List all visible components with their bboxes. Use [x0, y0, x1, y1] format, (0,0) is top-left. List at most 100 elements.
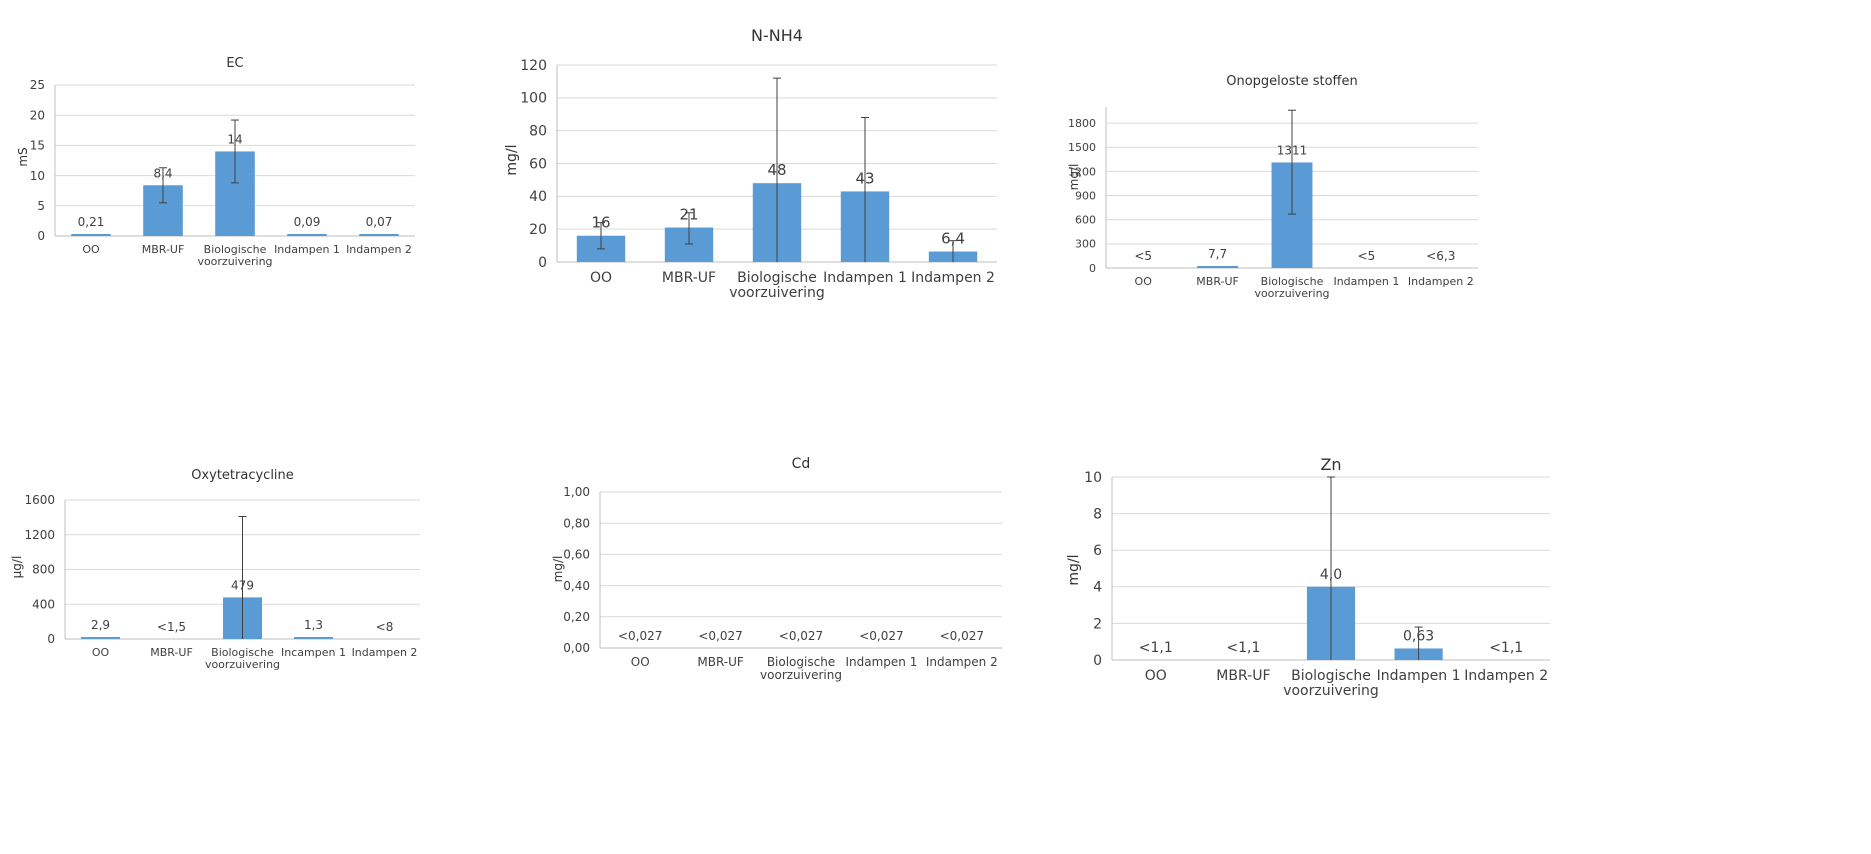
x-category-label: Indampen 1	[1377, 668, 1461, 684]
bar	[71, 234, 111, 236]
x-category-label: OO	[92, 646, 110, 659]
y-tick-label: 25	[30, 78, 45, 92]
chart-cd: 0,00 0,20 0,40 0,60 0,80 1,00 <0,027 OO <0,027 MB…	[563, 485, 1002, 682]
data-label: <5	[1134, 249, 1152, 263]
y-tick-label: 100	[520, 91, 547, 107]
x-category-label: OO	[631, 655, 650, 669]
chart-title: EC	[226, 56, 244, 71]
y-axis-label: mg/l	[1066, 554, 1082, 586]
x-category-label: Biologische	[204, 243, 267, 256]
y-tick-label: 15	[30, 139, 45, 153]
y-tick-label: 10	[1084, 470, 1102, 486]
x-category-label: Indampen 1	[274, 243, 340, 256]
y-tick-label: 0,20	[563, 610, 590, 624]
chart-title: Oxytetracycline	[191, 468, 294, 483]
y-tick-label: 0	[1093, 653, 1102, 669]
y-tick-label: 0,40	[563, 579, 590, 593]
chart-panel-cd: 0,00 0,20 0,40 0,60 0,80 1,00 <0,027 OO <0,027 MB…	[540, 450, 1020, 700]
y-tick-label: 0,00	[563, 641, 590, 655]
data-label: <1,1	[1139, 640, 1173, 656]
chart-panel-n-nh4: 0 20 40 60 80 100 120 16 OO 21 MBR-UF 48 Biologische…	[500, 20, 1020, 320]
data-label: 48	[767, 161, 786, 179]
chart-panel-oxytetracycline: 0 400 800 1200 1600 2,9 OO <1,5 MBR-UF 479 Biologi…	[0, 450, 500, 700]
data-label: 1,3	[304, 618, 323, 632]
data-label: <0,027	[859, 629, 903, 643]
data-label: 0,09	[294, 215, 321, 229]
x-category-label: Indampen 2	[911, 270, 995, 286]
x-category-label: Indampen 2	[1408, 275, 1474, 288]
y-tick-label: 6	[1093, 543, 1102, 559]
y-axis-label: mg/l	[504, 144, 520, 176]
y-tick-label: 2	[1093, 616, 1102, 632]
x-category-label: voorzuivering	[205, 658, 280, 671]
y-tick-label: 80	[529, 124, 547, 140]
chart-panel-ec: 0 5 10 15 20 25 0,21 OO 8,4 MBR-UF 14 Biologische vo…	[0, 40, 500, 290]
y-tick-label: 0	[538, 255, 547, 271]
y-tick-label: 4	[1093, 580, 1102, 596]
chart-title: Onopgeloste stoffen	[1226, 74, 1358, 89]
y-tick-label: 0	[1089, 262, 1096, 275]
y-tick-label: 1200	[24, 528, 55, 542]
x-category-label: MBR-UF	[1196, 275, 1239, 288]
data-label: 43	[855, 169, 874, 187]
x-category-label: voorzuivering	[729, 285, 825, 301]
y-tick-label: 10	[30, 169, 45, 183]
data-label: <1,5	[157, 620, 186, 634]
x-category-label: Incampen 1	[281, 646, 346, 659]
chart-onopgeloste-stoffen: 0 300 600 900 1200 1500 1800 <5 OO 7,7 MBR-UF 1311 B…	[1068, 107, 1478, 300]
y-tick-label: 1800	[1068, 117, 1096, 130]
x-category-label: MBR-UF	[662, 270, 716, 286]
chart-panel-onopgeloste-stoffen: 0 300 600 900 1200 1500 1800 <5 OO 7,7 MBR-UF 1311 B…	[1050, 60, 1550, 310]
chart-panel-zn: 0 2 4 6 8 10 <1,1 OO <1,1 MBR-UF 4,0 Biologische voo…	[1050, 450, 1570, 710]
x-category-label: Indampen 2	[352, 646, 418, 659]
x-category-label: voorzuivering	[760, 668, 842, 682]
y-tick-label: 300	[1075, 238, 1096, 251]
y-axis-label: µg/l	[10, 555, 24, 579]
y-tick-label: 400	[32, 597, 55, 611]
x-category-label: Biologische	[1291, 668, 1371, 684]
x-category-label: voorzuivering	[1254, 287, 1329, 300]
x-category-label: MBR-UF	[142, 243, 185, 256]
bar	[293, 637, 334, 639]
x-category-label: OO	[1145, 668, 1167, 684]
chart-n-nh4: 0 20 40 60 80 100 120 16 OO 21 MBR-UF 48 Biologische…	[520, 58, 997, 301]
x-category-label: Indampen 1	[823, 270, 907, 286]
data-label: <1,1	[1226, 640, 1260, 656]
chart-title: N-NH4	[751, 26, 803, 45]
chart-zn: 0 2 4 6 8 10 <1,1 OO <1,1 MBR-UF 4,0 Biologischevoo…	[1084, 470, 1550, 699]
data-label: 7,7	[1208, 247, 1227, 261]
y-tick-label: 600	[1075, 214, 1096, 227]
data-label: <6,3	[1426, 249, 1455, 263]
y-tick-label: 900	[1075, 189, 1096, 202]
data-label: 479	[231, 578, 254, 592]
y-tick-label: 1500	[1068, 141, 1096, 154]
chart-title: Zn	[1320, 455, 1342, 474]
y-tick-label: 20	[529, 222, 547, 238]
x-category-label: Biologische	[211, 646, 274, 659]
y-tick-label: 20	[30, 108, 45, 122]
x-category-label: OO	[82, 243, 100, 256]
data-label: 14	[227, 132, 242, 146]
y-tick-label: 0	[37, 229, 45, 243]
y-tick-label: 800	[32, 563, 55, 577]
y-tick-label: 0,60	[563, 548, 590, 562]
y-tick-label: 40	[529, 189, 547, 205]
data-label: <5	[1358, 249, 1376, 263]
data-label: 0,21	[78, 215, 105, 229]
y-tick-label: 60	[529, 156, 547, 172]
y-tick-label: 1200	[1068, 165, 1096, 178]
x-category-label: voorzuivering	[197, 255, 272, 268]
x-category-label: Biologische	[1261, 275, 1324, 288]
x-category-label: MBR-UF	[150, 646, 193, 659]
data-label: <0,027	[698, 629, 742, 643]
x-category-label: Indampen 1	[845, 655, 917, 669]
y-tick-label: 8	[1093, 507, 1102, 523]
x-category-label: Biologische	[737, 270, 817, 286]
data-label: <8	[376, 620, 394, 634]
y-axis-label: mg/l	[1067, 163, 1081, 191]
x-category-label: OO	[1135, 275, 1153, 288]
y-axis-label: mS	[16, 147, 30, 167]
x-category-label: MBR-UF	[1216, 668, 1270, 684]
x-category-label: Indampen 2	[926, 655, 998, 669]
y-tick-label: 0	[47, 632, 55, 646]
